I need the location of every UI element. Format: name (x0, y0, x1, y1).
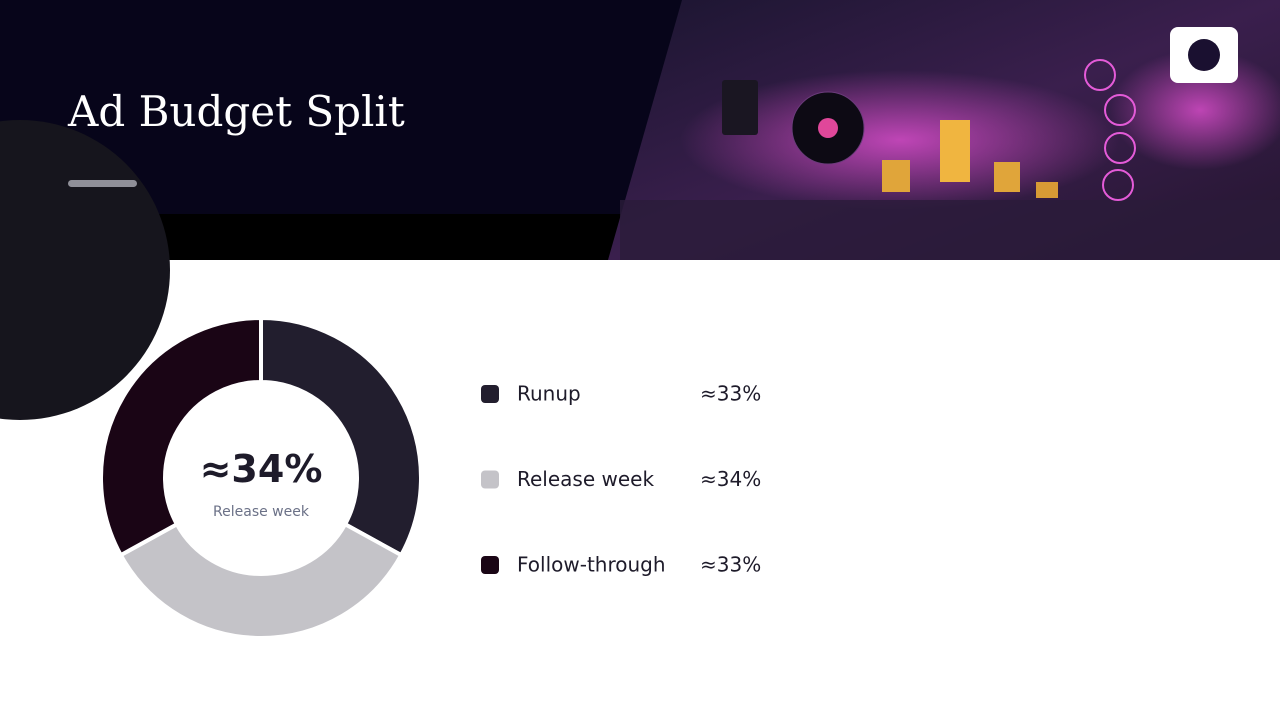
logo (1188, 39, 1220, 71)
donut-segment (99, 315, 263, 558)
donut-segment (118, 521, 404, 640)
image-coins (994, 162, 1020, 192)
image-speaker (722, 80, 758, 135)
image-icons (1084, 59, 1136, 201)
legend-value: ≈34% (700, 467, 761, 491)
image-vinyl-label (818, 118, 838, 138)
image-floor (620, 200, 1280, 260)
legend-label: Release week (517, 467, 654, 491)
legend-swatch (481, 556, 499, 574)
image-coins (882, 160, 910, 192)
title-underline (68, 180, 137, 187)
legend-label: Runup (517, 382, 581, 406)
image-coins (1036, 182, 1058, 198)
slide-title: Ad Budget Split (67, 87, 405, 136)
legend-swatch (481, 470, 499, 489)
center-value: ≈34% (200, 447, 323, 491)
image-glow (1110, 50, 1280, 170)
legend-label: Follow-through (517, 553, 666, 577)
legend-value: ≈33% (700, 382, 761, 406)
image-coins (940, 120, 970, 182)
legend-value: ≈33% (700, 553, 761, 577)
header-circle (0, 120, 170, 420)
donut-segment (259, 315, 423, 558)
center-label: Release week (213, 504, 310, 520)
legend-swatch (481, 385, 499, 403)
